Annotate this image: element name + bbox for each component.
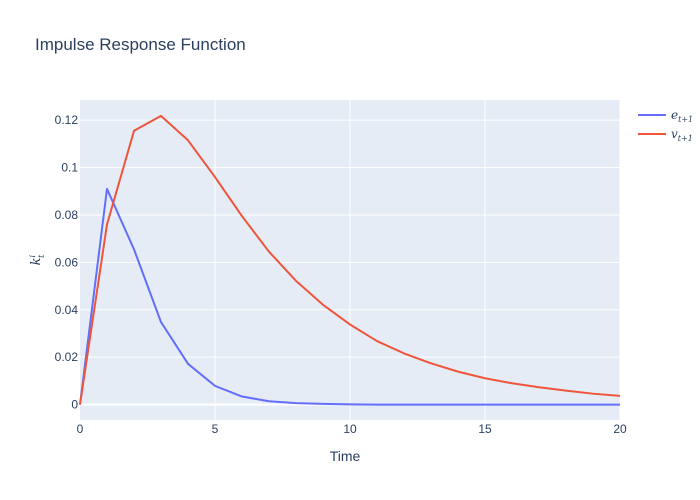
- legend: et+1 vt+1: [638, 108, 693, 143]
- legend-label-e[interactable]: et+1: [671, 108, 693, 124]
- series-line-v[interactable]: [79, 114, 621, 405]
- y-axis-ticks: 0 0.02 0.04 0.06 0.08 0.1 0.12: [55, 113, 79, 411]
- x-tick-label: 20: [613, 422, 627, 436]
- y-tick-label: 0.02: [55, 350, 79, 364]
- chart-title: Impulse Response Function: [35, 35, 246, 54]
- y-tick-label: 0.04: [55, 303, 79, 317]
- series-layer: [79, 114, 621, 406]
- y-tick-label: 0.06: [55, 255, 79, 269]
- x-axis-ticks: 0 5 10 15 20: [77, 422, 627, 436]
- y-axis-title: kit: [28, 254, 46, 265]
- x-tick-label: 15: [478, 422, 492, 436]
- x-tick-label: 5: [212, 422, 219, 436]
- y-axis-title-sub: t: [37, 254, 46, 258]
- series-line-e[interactable]: [79, 187, 620, 406]
- y-tick-label: 0.12: [55, 113, 79, 127]
- x-tick-label: 0: [77, 422, 84, 436]
- y-tick-label: 0.08: [55, 208, 79, 222]
- svg-text:kit: kit: [28, 254, 46, 265]
- x-tick-label: 10: [343, 422, 357, 436]
- gridlines: [80, 100, 621, 420]
- y-tick-label: 0: [71, 398, 78, 412]
- legend-label-v[interactable]: vt+1: [671, 127, 693, 143]
- y-axis-title-sup: i: [28, 254, 37, 257]
- x-axis-title: Time: [330, 448, 361, 464]
- y-tick-label: 0.1: [61, 161, 78, 175]
- y-axis-title-base: k: [29, 257, 44, 265]
